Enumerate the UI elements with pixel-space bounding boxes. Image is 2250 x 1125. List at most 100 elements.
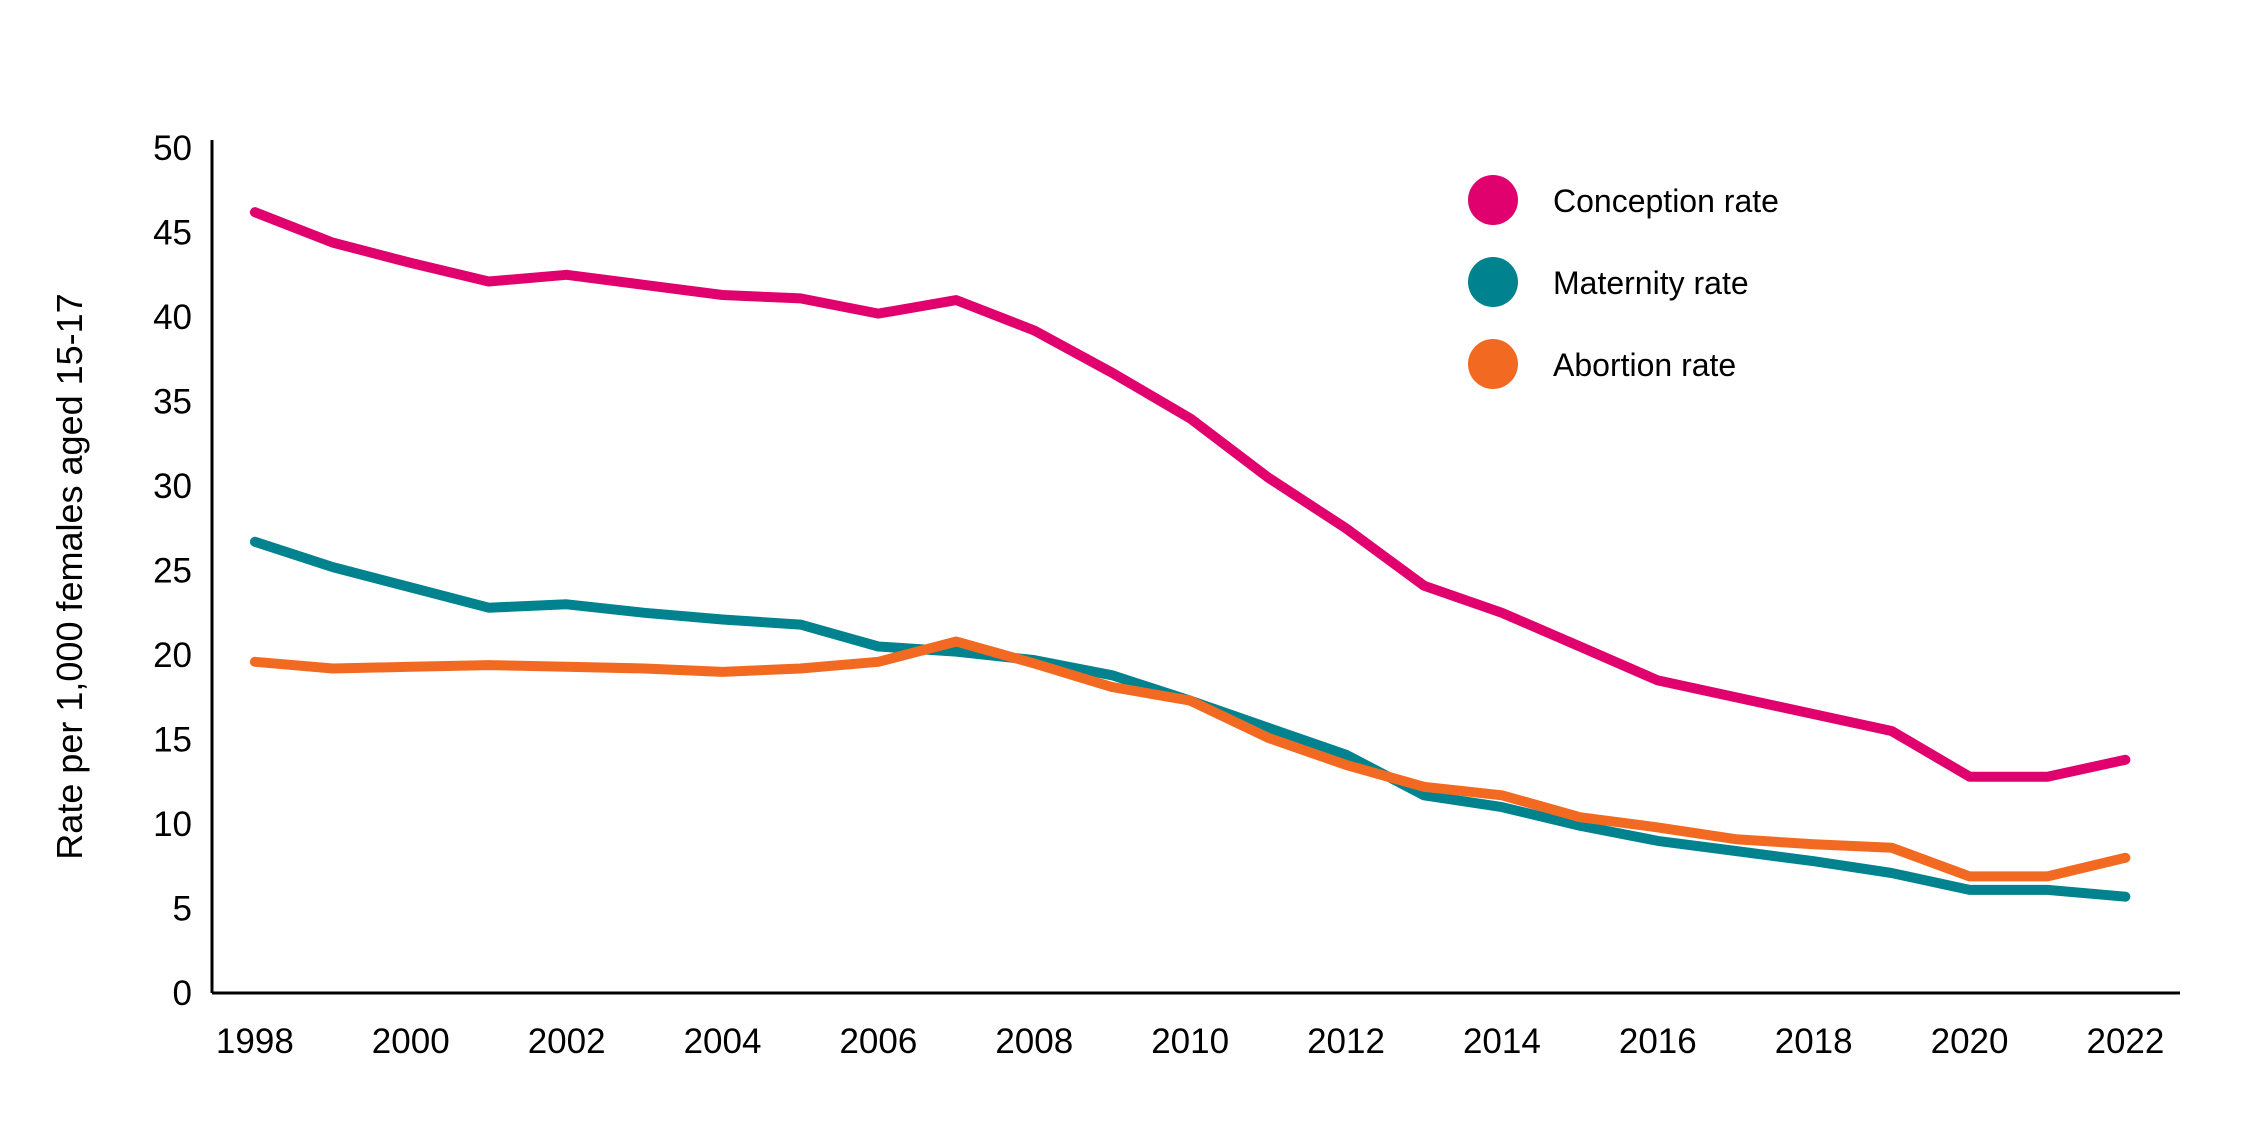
y-tick-label: 0 <box>173 974 192 1013</box>
legend-label: Abortion rate <box>1553 347 1736 383</box>
x-tick-label: 2014 <box>1463 1022 1541 1061</box>
data-point <box>2047 875 2048 877</box>
data-point <box>566 603 568 605</box>
y-tick-label: 10 <box>153 805 192 844</box>
legend-label: Conception rate <box>1553 183 1779 219</box>
data-point <box>1657 826 1659 828</box>
data-point <box>1501 794 1503 796</box>
legend-marker-icon <box>1468 175 1518 225</box>
series-conception-rate <box>249 207 2131 782</box>
data-point <box>1657 679 1659 681</box>
x-tick-label: 2022 <box>2087 1022 2165 1061</box>
data-point <box>800 668 801 669</box>
data-point <box>1111 686 1113 688</box>
data-point <box>1033 330 1035 331</box>
y-tick-label: 30 <box>153 467 192 506</box>
data-point <box>332 242 334 244</box>
data-point <box>1345 527 1347 529</box>
y-tick-label: 50 <box>153 129 192 168</box>
data-point <box>1345 754 1347 756</box>
legend-label: Maternity rate <box>1553 265 1749 301</box>
data-point <box>1267 727 1269 729</box>
data-point <box>410 586 412 588</box>
data-point <box>1969 776 1971 778</box>
data-point <box>1891 847 1893 849</box>
legend-item: Maternity rate <box>1468 257 1749 307</box>
y-tick-label: 15 <box>153 721 192 760</box>
x-tick-label: 2008 <box>995 1022 1073 1061</box>
data-point <box>410 262 412 264</box>
data-point <box>1579 825 1581 827</box>
data-point <box>2124 759 2126 761</box>
data-point <box>332 566 334 568</box>
data-point <box>955 651 957 653</box>
x-tick-label: 2020 <box>1931 1022 2009 1061</box>
data-point <box>254 541 256 543</box>
data-point <box>1189 700 1191 702</box>
data-point <box>1423 794 1425 796</box>
data-point <box>1501 806 1503 808</box>
axes <box>210 140 2180 995</box>
data-point <box>800 297 801 299</box>
data-point <box>332 668 334 669</box>
data-point <box>1657 840 1659 842</box>
data-point <box>2124 896 2126 898</box>
x-tick-label: 2000 <box>372 1022 450 1061</box>
data-point <box>722 671 723 673</box>
x-tick-label: 2018 <box>1775 1022 1853 1061</box>
x-tick-label: 2016 <box>1619 1022 1697 1061</box>
y-tick-label: 45 <box>153 214 192 253</box>
data-point <box>1891 872 1893 874</box>
series-line <box>249 636 2131 882</box>
data-point <box>1111 674 1113 676</box>
x-tick-label: 2002 <box>528 1022 606 1061</box>
y-axis-ticks: 0 5 10 15 20 25 30 35 40 45 50 <box>153 129 192 1013</box>
legend-item: Conception rate <box>1468 175 1779 225</box>
data-point <box>1735 850 1737 852</box>
data-point <box>254 661 256 663</box>
data-point <box>1579 816 1581 818</box>
data-point <box>1735 696 1737 698</box>
data-point <box>722 619 723 620</box>
data-point <box>1423 786 1425 788</box>
data-point <box>1033 663 1035 664</box>
y-tick-label: 35 <box>153 383 192 422</box>
data-point <box>955 299 957 301</box>
x-axis-ticks: 1998 2000 2002 2004 2006 2008 2010 2012 2014 2016… <box>216 1022 2164 1061</box>
series-abortion-rate <box>249 636 2131 882</box>
legend-marker-icon <box>1468 257 1518 307</box>
data-point <box>1735 838 1737 840</box>
data-point <box>644 668 646 669</box>
data-point <box>877 646 879 647</box>
series-line <box>249 207 2131 782</box>
data-point <box>1267 477 1269 478</box>
data-point <box>2047 889 2048 891</box>
x-tick-label: 2012 <box>1307 1022 1385 1061</box>
data-point <box>566 274 568 276</box>
data-point <box>722 294 723 296</box>
y-tick-label: 5 <box>173 890 192 929</box>
data-point <box>2124 857 2126 859</box>
data-point <box>877 661 879 663</box>
legend-item: Abortion rate <box>1468 339 1736 389</box>
data-point <box>1501 612 1503 614</box>
data-point <box>1423 585 1425 587</box>
data-point <box>410 666 412 668</box>
data-point <box>1969 889 1971 891</box>
x-tick-label: 2010 <box>1151 1022 1229 1061</box>
data-point <box>2047 776 2048 778</box>
data-point <box>877 313 879 315</box>
y-tick-label: 20 <box>153 636 192 675</box>
data-point <box>1345 764 1347 766</box>
data-point <box>644 284 646 286</box>
data-point <box>955 641 957 642</box>
x-tick-label: 2006 <box>839 1022 917 1061</box>
series-lines <box>249 207 2131 902</box>
data-point <box>488 281 490 282</box>
legend: Conception rate Maternity rate Abortion ra… <box>1468 175 1779 389</box>
data-point <box>1813 713 1815 715</box>
data-point <box>488 607 490 609</box>
x-tick-label: 1998 <box>216 1022 294 1061</box>
